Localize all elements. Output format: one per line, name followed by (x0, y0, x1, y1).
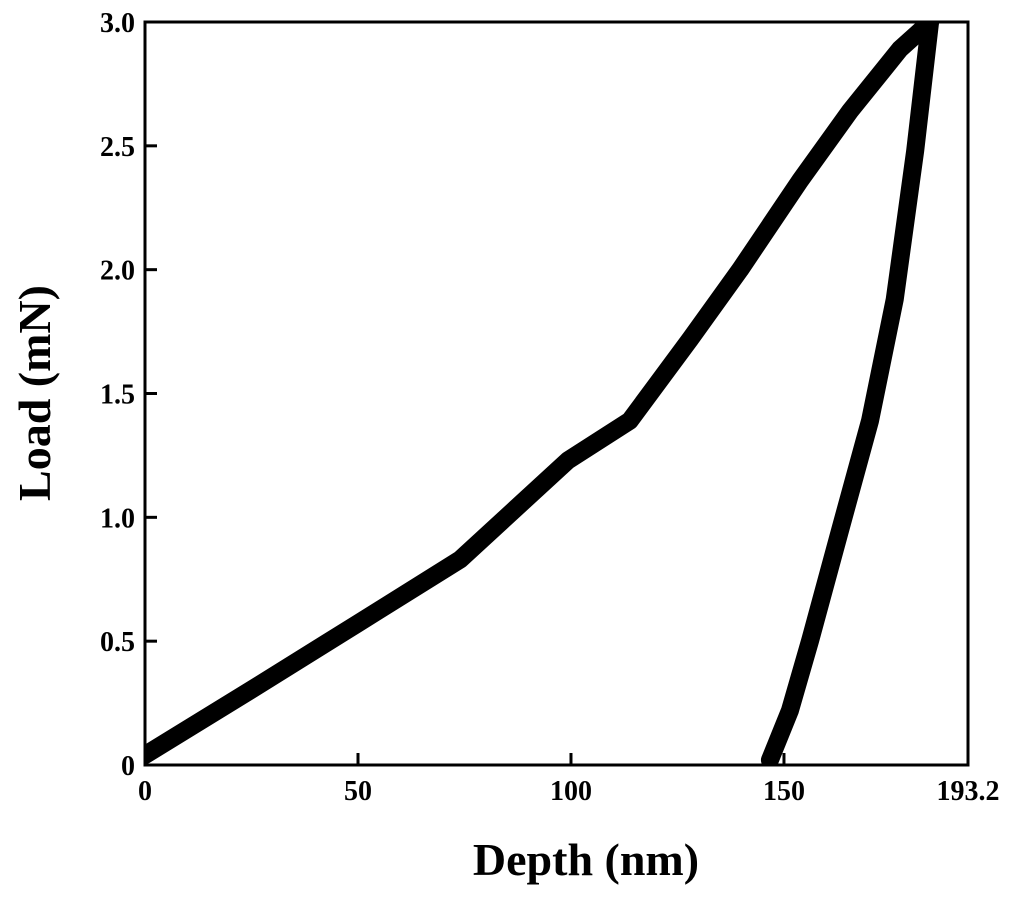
y-tick-label: 0 (121, 751, 135, 782)
x-axis-title: Depth (nm) (473, 834, 699, 885)
y-tick-label: 2.5 (100, 132, 135, 163)
y-tick-label: 1.5 (100, 380, 135, 411)
data-line (760, 22, 940, 765)
x-tick-label: 150 (763, 776, 805, 807)
y-axis-title: Load (mN) (9, 285, 60, 501)
x-tick-label: 0 (138, 776, 152, 807)
y-tick-label: 3.0 (100, 8, 135, 39)
x-tick-label: 50 (344, 776, 372, 807)
y-tick-label: 0.5 (100, 627, 135, 658)
y-tick-label: 2.0 (100, 256, 135, 287)
x-tick-label: 193.2 (937, 776, 1000, 807)
data-line (145, 22, 940, 765)
x-tick-label: 100 (550, 776, 592, 807)
y-tick-label: 1.0 (100, 503, 135, 534)
